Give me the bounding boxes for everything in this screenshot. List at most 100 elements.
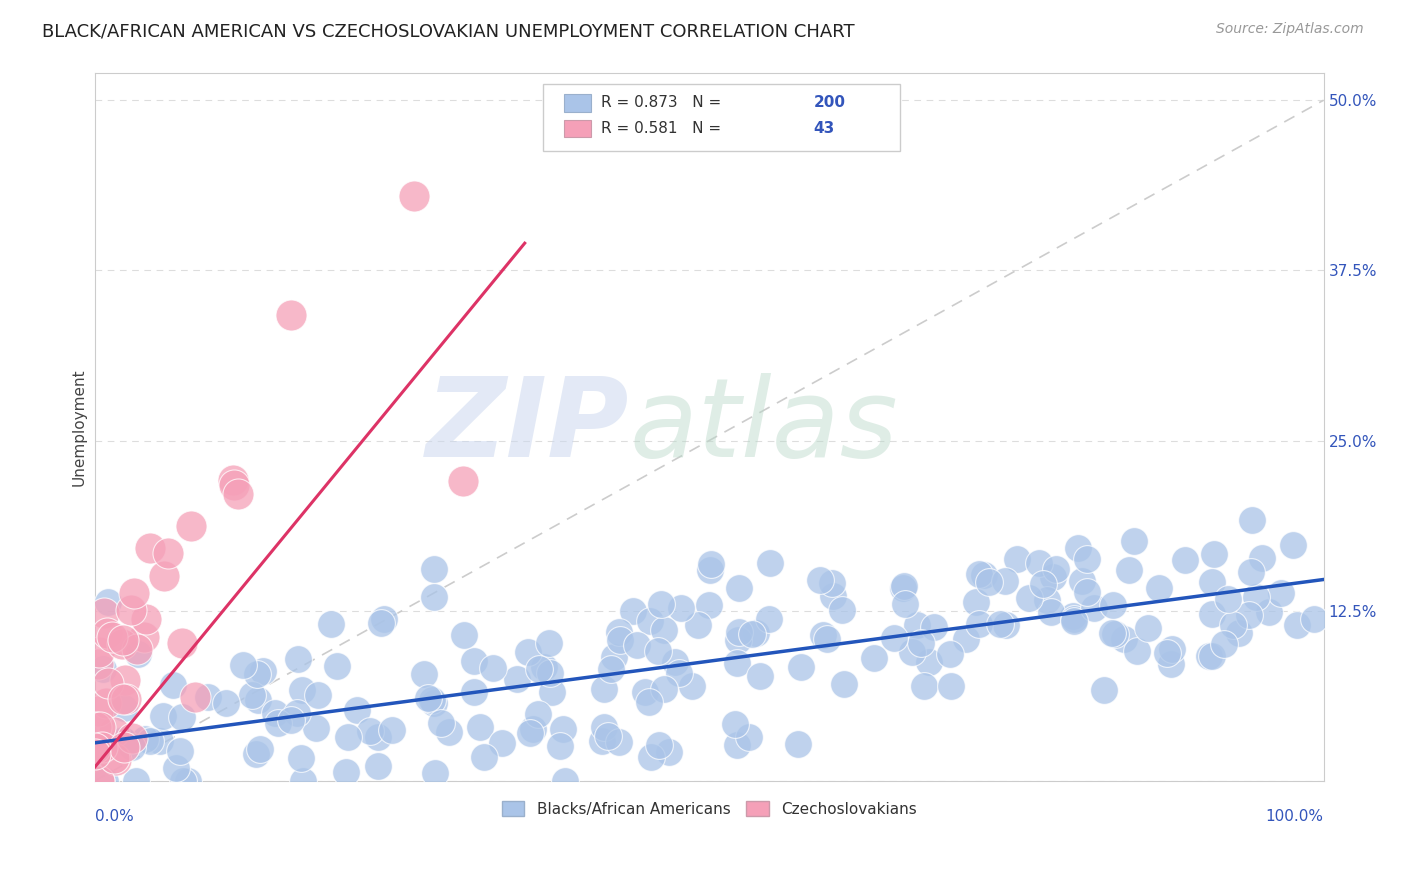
Point [423, 696, 446, 710]
Point [1303, 612, 1326, 626]
Point [138, 734, 160, 748]
Point [995, 618, 1018, 632]
Point [470, 720, 492, 734]
Point [910, 635, 932, 649]
Point [724, 716, 747, 731]
Point [380, 723, 402, 737]
Point [89, 645, 111, 659]
Text: R = 0.873   N =: R = 0.873 N = [600, 95, 725, 111]
Point [112, 691, 135, 706]
Point [93, 774, 115, 789]
Point [197, 690, 219, 704]
Text: R = 0.581   N =: R = 0.581 N = [600, 120, 725, 136]
Point [522, 723, 544, 737]
Point [337, 731, 360, 745]
Point [103, 751, 125, 765]
Point [551, 722, 574, 736]
Point [423, 590, 446, 604]
Point [172, 774, 194, 789]
Point [291, 774, 314, 789]
Point [1005, 552, 1028, 566]
Point [1042, 569, 1064, 583]
Point [170, 636, 193, 650]
Point [1062, 609, 1084, 624]
Text: ZIP: ZIP [426, 374, 630, 481]
Point [246, 667, 269, 681]
Point [1063, 612, 1085, 626]
Point [759, 556, 782, 570]
Point [87, 704, 110, 718]
Point [1101, 626, 1123, 640]
Point [647, 644, 669, 658]
Point [120, 603, 142, 617]
Point [863, 650, 886, 665]
Point [1270, 586, 1292, 600]
Point [1227, 625, 1250, 640]
Point [955, 632, 977, 646]
Point [157, 546, 180, 560]
Point [527, 662, 550, 676]
Point [1161, 642, 1184, 657]
Point [180, 519, 202, 533]
Point [285, 706, 308, 720]
Point [1147, 581, 1170, 595]
Point [1174, 553, 1197, 567]
Point [1244, 590, 1267, 604]
Point [91, 741, 114, 756]
Point [367, 758, 389, 772]
Point [901, 644, 924, 658]
Point [1201, 607, 1223, 622]
Point [1071, 574, 1094, 588]
Point [831, 603, 853, 617]
Point [965, 595, 987, 609]
Point [1118, 563, 1140, 577]
Point [1040, 605, 1063, 619]
Point [1076, 585, 1098, 599]
Point [139, 541, 162, 555]
Point [184, 690, 207, 704]
Text: atlas: atlas [630, 374, 898, 481]
Point [741, 627, 763, 641]
Point [93, 662, 115, 676]
Point [1160, 657, 1182, 671]
Point [652, 624, 675, 638]
Point [1032, 576, 1054, 591]
Point [967, 567, 990, 582]
Point [267, 715, 290, 730]
Point [1237, 607, 1260, 622]
Point [939, 679, 962, 693]
Point [922, 620, 945, 634]
Point [114, 735, 136, 749]
Point [114, 673, 136, 687]
Point [1198, 649, 1220, 664]
Point [668, 666, 690, 681]
Point [1063, 614, 1085, 628]
FancyBboxPatch shape [564, 95, 591, 112]
Point [832, 677, 855, 691]
Point [367, 730, 389, 744]
Point [1201, 648, 1223, 663]
Point [990, 617, 1012, 632]
Point [593, 681, 616, 696]
Point [121, 731, 143, 746]
Point [527, 706, 550, 721]
Point [127, 642, 149, 657]
Point [638, 614, 661, 628]
Point [152, 709, 174, 723]
Point [609, 633, 631, 648]
Point [463, 655, 485, 669]
Point [87, 774, 110, 789]
Text: 200: 200 [814, 95, 845, 111]
Point [517, 645, 540, 659]
Point [506, 673, 529, 687]
Point [1018, 591, 1040, 605]
Point [745, 625, 768, 640]
Point [1104, 626, 1126, 640]
Point [134, 630, 156, 644]
Point [671, 601, 693, 615]
Point [1222, 618, 1244, 632]
Point [124, 585, 146, 599]
Point [373, 612, 395, 626]
Point [280, 308, 302, 322]
Point [1126, 644, 1149, 658]
